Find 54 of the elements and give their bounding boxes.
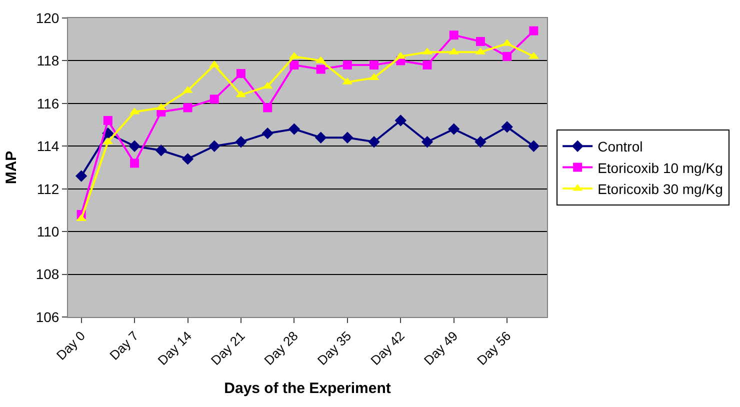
y-tick-label: 108 (36, 266, 60, 282)
y-tick-label: 120 (36, 10, 60, 26)
legend-label: Etoricoxib 10 mg/Kg (598, 160, 723, 176)
point (208, 140, 220, 152)
x-tick-label: Day 7 (106, 328, 142, 363)
x-tick-label: Day 56 (474, 328, 514, 368)
point (182, 153, 194, 165)
point (449, 30, 458, 40)
point (421, 136, 434, 148)
y-tick-label: 112 (36, 180, 60, 197)
point (501, 121, 513, 133)
point (183, 103, 192, 112)
point (210, 94, 219, 104)
point (528, 140, 540, 152)
y-tick-label: 106 (36, 308, 60, 325)
point (342, 132, 354, 144)
x-tick-label: Day 42 (368, 328, 408, 368)
x-tick-label: Day 35 (314, 328, 354, 368)
point (422, 60, 432, 70)
point (502, 52, 512, 61)
point (290, 60, 299, 70)
point (394, 114, 406, 126)
point (236, 69, 246, 78)
y-tick-label: 116 (36, 95, 60, 112)
point (474, 136, 486, 148)
point (263, 103, 272, 112)
point (235, 136, 247, 148)
legend-label: Etoricoxib 30 mg/Kg (598, 180, 723, 197)
x-tick-label: Day 14 (154, 328, 194, 368)
point (476, 36, 485, 46)
point (75, 170, 88, 182)
y-tick-label: 114 (36, 138, 60, 154)
point (103, 116, 112, 126)
point (130, 158, 140, 168)
point (262, 127, 274, 140)
x-axis-title: Days of the Experiment (224, 380, 391, 397)
y-axis-title: MAP (3, 150, 20, 184)
point (370, 60, 379, 70)
x-tick-label: Day 28 (261, 328, 301, 368)
x-tick-label: Day 21 (208, 328, 248, 368)
x-tick-label: Day 0 (53, 328, 88, 363)
point (342, 60, 352, 70)
point (316, 64, 326, 74)
point (288, 123, 300, 135)
point (155, 144, 167, 156)
point (368, 136, 380, 148)
legend-label: Control (598, 138, 643, 155)
point (128, 140, 140, 152)
y-tick-label: 110 (36, 223, 60, 240)
y-tick-label: 118 (36, 52, 60, 69)
point (529, 26, 538, 36)
x-tick-label: Day 49 (420, 328, 461, 368)
point (448, 123, 460, 135)
point (314, 132, 327, 144)
